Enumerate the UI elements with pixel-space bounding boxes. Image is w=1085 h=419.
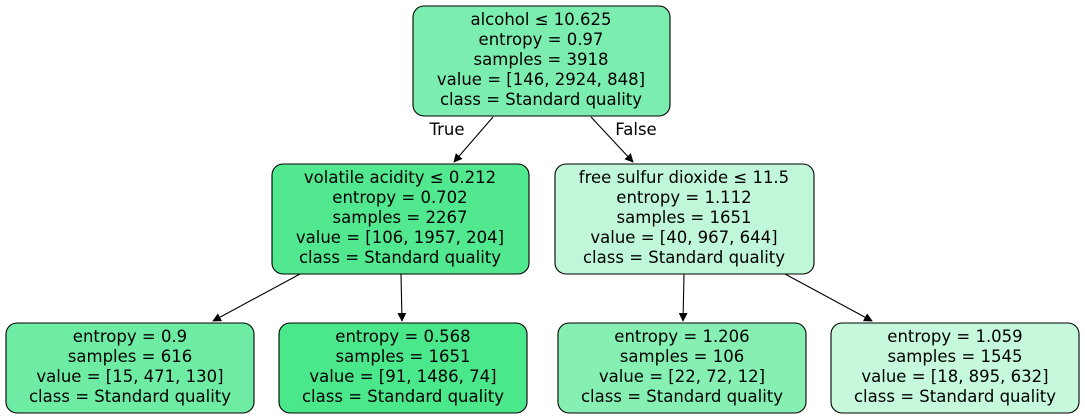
- node-split-rule: alcohol ≤ 10.625: [470, 10, 611, 29]
- node-box: [278, 322, 528, 414]
- node-value: value = [91, 1486, 74]: [309, 367, 496, 386]
- node-class: class = Standard quality: [583, 248, 785, 267]
- node-entropy: entropy = 0.568: [335, 327, 470, 346]
- node-class: class = Standard quality: [854, 387, 1056, 406]
- tree-node-left: volatile acidity ≤ 0.212 entropy = 0.702…: [271, 163, 530, 275]
- node-value: value = [18, 895, 632]: [861, 367, 1048, 386]
- node-box: [557, 322, 807, 414]
- node-value: value = [40, 967, 644]: [590, 228, 777, 247]
- edge-right-to-leaf-4: [784, 273, 873, 322]
- edge-left-to-leaf-2: [397, 273, 407, 322]
- tree-node-root: alcohol ≤ 10.625 entropy = 0.97 samples …: [412, 5, 671, 117]
- node-split-rule: free sulfur dioxide ≤ 11.5: [579, 168, 789, 187]
- node-samples: samples = 106: [620, 347, 744, 366]
- node-entropy: entropy = 1.112: [616, 188, 751, 207]
- edge-root-to-right: [590, 116, 634, 163]
- node-class: class = Standard quality: [302, 387, 504, 406]
- edges: [212, 116, 873, 322]
- node-class: class = Standard quality: [299, 248, 501, 267]
- node-class: class = Standard quality: [581, 387, 783, 406]
- node-class: class = Standard quality: [29, 387, 231, 406]
- node-samples: samples = 1545: [888, 347, 1023, 366]
- tree-leaf-4: entropy = 1.059 samples = 1545 value = […: [830, 322, 1080, 414]
- tree-leaf-3: entropy = 1.206 samples = 106 value = [2…: [557, 322, 807, 414]
- node-entropy: entropy = 0.702: [332, 188, 467, 207]
- node-value: value = [106, 1957, 204]: [296, 228, 504, 247]
- node-samples: samples = 3918: [474, 50, 609, 69]
- node-samples: samples = 616: [68, 347, 192, 366]
- node-samples: samples = 2267: [333, 208, 468, 227]
- node-value: value = [15, 471, 130]: [36, 367, 223, 386]
- node-box: [5, 322, 255, 414]
- node-box: [554, 163, 815, 275]
- tree-node-right: free sulfur dioxide ≤ 11.5 entropy = 1.1…: [554, 163, 815, 275]
- edge-root-to-left: [453, 116, 494, 163]
- node-entropy: entropy = 0.97: [479, 30, 604, 49]
- node-samples: samples = 1651: [617, 208, 752, 227]
- node-entropy: entropy = 1.059: [887, 327, 1022, 346]
- node-value: value = [22, 72, 12]: [599, 367, 765, 386]
- node-entropy: entropy = 0.9: [73, 327, 187, 346]
- node-entropy: entropy = 1.206: [614, 327, 749, 346]
- edge-label-true: True: [428, 120, 464, 139]
- edge-label-false: False: [615, 120, 656, 139]
- tree-leaf-1: entropy = 0.9 samples = 616 value = [15,…: [5, 322, 255, 414]
- node-box: [412, 5, 671, 117]
- node-box: [271, 163, 530, 275]
- edge-right-to-leaf-3: [678, 273, 688, 322]
- node-box: [830, 322, 1080, 414]
- node-samples: samples = 1651: [336, 347, 471, 366]
- node-value: value = [146, 2924, 848]: [437, 70, 645, 89]
- edge-left-to-leaf-1: [212, 273, 301, 322]
- node-split-rule: volatile acidity ≤ 0.212: [304, 168, 496, 187]
- node-class: class = Standard quality: [440, 90, 642, 109]
- tree-leaf-2: entropy = 0.568 samples = 1651 value = […: [278, 322, 528, 414]
